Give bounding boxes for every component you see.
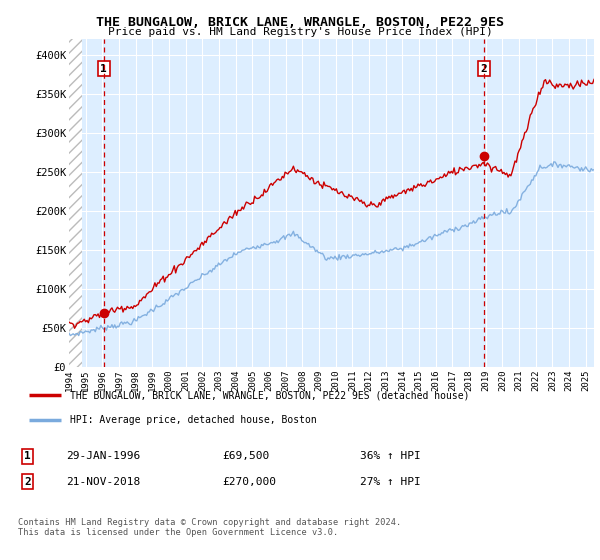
Text: Contains HM Land Registry data © Crown copyright and database right 2024.
This d: Contains HM Land Registry data © Crown c… (18, 518, 401, 538)
Text: Price paid vs. HM Land Registry's House Price Index (HPI): Price paid vs. HM Land Registry's House … (107, 27, 493, 37)
Text: 1: 1 (24, 451, 31, 461)
Text: 2: 2 (24, 477, 31, 487)
Text: 29-JAN-1996: 29-JAN-1996 (66, 451, 140, 461)
Text: £69,500: £69,500 (222, 451, 269, 461)
Text: THE BUNGALOW, BRICK LANE, WRANGLE, BOSTON, PE22 9ES (detached house): THE BUNGALOW, BRICK LANE, WRANGLE, BOSTO… (70, 390, 469, 400)
Text: 36% ↑ HPI: 36% ↑ HPI (360, 451, 421, 461)
Text: 1: 1 (100, 64, 107, 74)
Text: THE BUNGALOW, BRICK LANE, WRANGLE, BOSTON, PE22 9ES: THE BUNGALOW, BRICK LANE, WRANGLE, BOSTO… (96, 16, 504, 29)
Text: 21-NOV-2018: 21-NOV-2018 (66, 477, 140, 487)
Bar (69, 39, 82, 367)
Text: 27% ↑ HPI: 27% ↑ HPI (360, 477, 421, 487)
Bar (69, 39, 82, 367)
Text: HPI: Average price, detached house, Boston: HPI: Average price, detached house, Bost… (70, 414, 316, 424)
Text: £270,000: £270,000 (222, 477, 276, 487)
Text: 2: 2 (481, 64, 487, 74)
